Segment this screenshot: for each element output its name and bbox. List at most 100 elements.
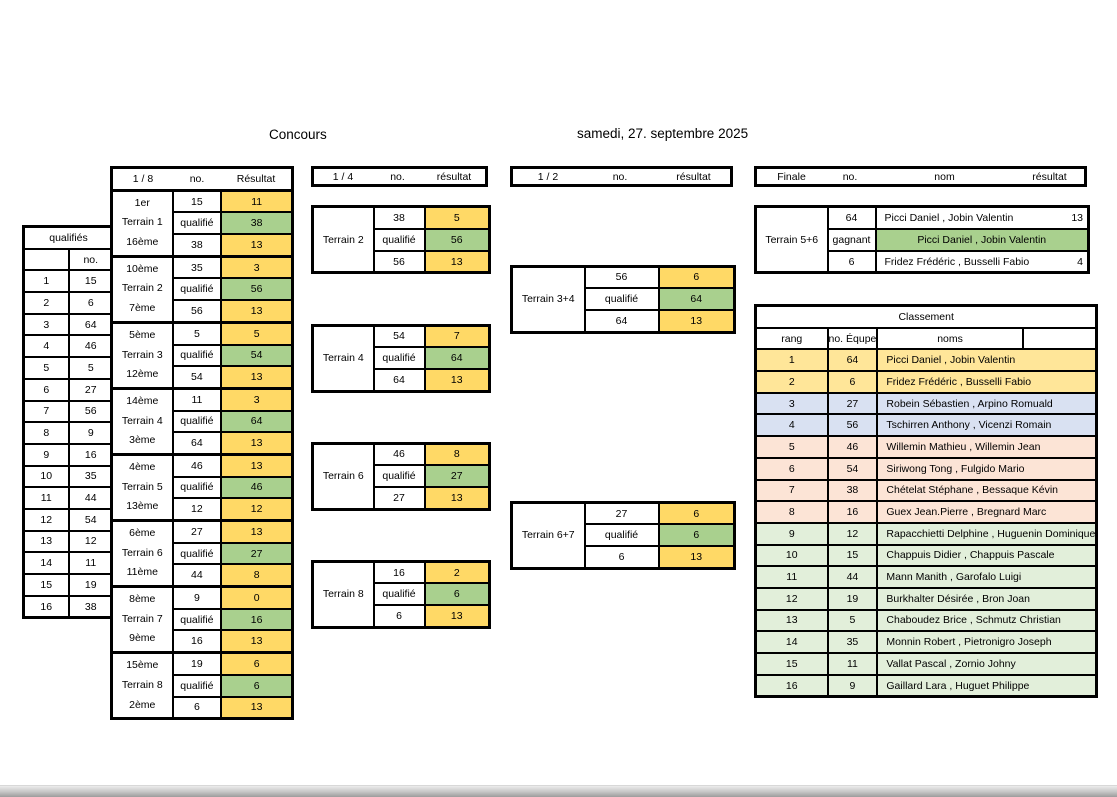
team-names-cell: Willemin Mathieu , Willemin Jean (876, 435, 1098, 459)
seed-label: 9ème (129, 632, 156, 645)
terrain-label: 8ème Terrain 7 9ème (110, 585, 174, 653)
seed-number-cell: 56 (67, 399, 115, 424)
result-cell: 13 (423, 249, 491, 274)
team-number-cell: 64 (372, 367, 426, 393)
team-names-cell: Chaboudez Brice , Schmutz Christian (876, 608, 1098, 633)
empty-header-cell (1021, 326, 1098, 351)
match-row: qualifié 56 (313, 228, 491, 252)
half-block-terrain-3-4: Terrain 3+4 56 6 qualifié 64 64 13 (510, 264, 736, 334)
team-names-cell: Picci Daniel , Jobin Valentin (876, 348, 1098, 373)
qualified-label-cell: qualifié (583, 523, 660, 548)
seed-number-cell: 5 (67, 356, 115, 380)
terrain-label: Terrain 4 (311, 323, 375, 393)
seed-label: 15ème (126, 659, 159, 672)
team-number-cell: 6 (372, 604, 426, 629)
team-number-cell: 64 (171, 431, 223, 456)
finale-block: Terrain 5+6 64 Picci Daniel , Jobin Valent… (754, 205, 1090, 275)
seed-label: Terrain 4 (121, 414, 163, 427)
team-name-cell: Fridez Frédéric , Busselli Fabio 4 (874, 249, 1090, 274)
team-number-cell: 12 (171, 497, 223, 522)
team-names-cell: Rapacchietti Delphine , Huguenin Dominiq… (876, 521, 1098, 546)
team-name-cell: Picci Daniel , Jobin Valentin 13 (874, 205, 1090, 231)
qualified-label-cell: qualifié (171, 277, 223, 302)
team-number-cell: 6 (826, 370, 879, 394)
match-row: 8ème Terrain 7 9ème 9 0 (110, 585, 294, 653)
seed-number-cell: 9 (67, 421, 115, 445)
rank-cell: 13 (754, 608, 829, 633)
team-number-cell: 44 (171, 563, 223, 588)
result-cell: 54 (220, 343, 294, 368)
result-cell: 3 (220, 254, 294, 280)
eighth-header: 1 / 8 no. Résultat (110, 166, 294, 192)
seed-label: 1er (134, 196, 150, 209)
page-title: Concours (269, 127, 327, 142)
half-block-terrain-6-7: Terrain 6+7 27 6 qualifié 6 6 13 (510, 500, 736, 570)
seed-label: 11ème (126, 566, 158, 579)
match-row: qualifié 16 (112, 607, 294, 632)
team-names-cell: Chételat Stéphane , Bessaque Kévin (876, 478, 1098, 503)
rank-cell: 16 (754, 673, 829, 698)
team-number-cell: 56 (826, 413, 879, 438)
rank-cell: 11 (754, 565, 829, 589)
result-cell: 6 (657, 265, 736, 290)
column-header: no. (189, 172, 205, 185)
qualifies-title: qualifiés (22, 225, 115, 250)
match-row: 56 13 (313, 249, 491, 274)
rank-cell: 6 (754, 456, 829, 481)
qualified-label-cell: qualifié (171, 211, 223, 236)
team-names-cell: Guex Jean.Pierre , Bregnard Marc (876, 500, 1098, 524)
result-cell: 6 (657, 523, 736, 548)
match-row: 54 13 (112, 365, 294, 390)
team-number-cell: 6 (583, 545, 660, 570)
team-names-cell: Vallat Pascal , Zornio Johny (876, 652, 1098, 676)
seed-number-cell: 64 (67, 312, 115, 337)
winner-label-cell: gagnant (826, 228, 877, 252)
finale-row: 6 Fridez Frédéric , Busselli Fabio 4 (756, 249, 1090, 274)
team-number-cell: 35 (171, 254, 223, 280)
team-number-cell: 56 (583, 265, 660, 290)
team-names-cell: Chappuis Didier , Chappuis Pascale (876, 543, 1098, 568)
page-date: samedi, 27. septembre 2025 (577, 126, 749, 141)
team-number-cell: 38 (372, 205, 426, 231)
team-number-cell: 9 (826, 673, 879, 698)
quarter-block-terrain-8: Terrain 8 16 2 qualifié 6 6 13 (311, 559, 491, 629)
result-cell: 13 (423, 485, 491, 511)
classement-row: 15 11 Vallat Pascal , Zornio Johny (754, 652, 1098, 676)
quarter-block-terrain-4: Terrain 4 54 7 qualifié 64 64 13 (311, 323, 491, 393)
team-names-cell: Tschirren Anthony , Vicenzi Romain (876, 413, 1098, 438)
result-cell: 56 (423, 228, 491, 252)
classement-title: Classement (754, 304, 1098, 329)
rank-cell: 10 (754, 543, 829, 568)
classement-row: 8 16 Guex Jean.Pierre , Bregnard Marc (754, 500, 1098, 524)
result-cell: 13 (220, 452, 294, 478)
classement-row: 5 46 Willemin Mathieu , Willemin Jean (754, 435, 1098, 459)
seed-label: 16ème (126, 236, 159, 249)
team-number-cell: 64 (583, 308, 660, 334)
match-row: Terrain 3+4 56 6 (510, 265, 736, 334)
seed-label: Terrain 3 (121, 348, 163, 361)
result-cell: 5 (220, 320, 294, 346)
qualifier-row: 3 64 (22, 312, 115, 337)
match-row: qualifié 64 (112, 409, 294, 434)
rank-cell: 4 (754, 413, 829, 438)
classement-row: 4 56 Tschirren Anthony , Vicenzi Romain (754, 413, 1098, 438)
classement-row: 6 54 Siriwong Tong , Fulgido Mario (754, 456, 1098, 481)
qualifier-row: 10 35 (22, 464, 115, 489)
seed-number-cell: 6 (67, 291, 115, 315)
team-number-cell: 11 (171, 386, 223, 412)
team-number-cell: 54 (171, 365, 223, 390)
seed-rank-cell: 14 (22, 551, 70, 575)
match-row: Terrain 6+7 27 6 (510, 501, 736, 570)
team-number-cell: 56 (171, 299, 223, 324)
no-column-header: no. (67, 247, 115, 272)
classement-row: 16 9 Gaillard Lara , Huguet Philippe (754, 673, 1098, 698)
column-header: Résultat (236, 172, 276, 185)
team-number-cell: 46 (826, 435, 879, 459)
match-row: Terrain 2 38 5 (311, 205, 491, 274)
team-number-cell: 38 (826, 478, 879, 503)
match-row: 5ème Terrain 3 12ème 5 5 (110, 320, 294, 389)
match-row: 1er Terrain 1 16ème 15 11 (110, 188, 294, 257)
